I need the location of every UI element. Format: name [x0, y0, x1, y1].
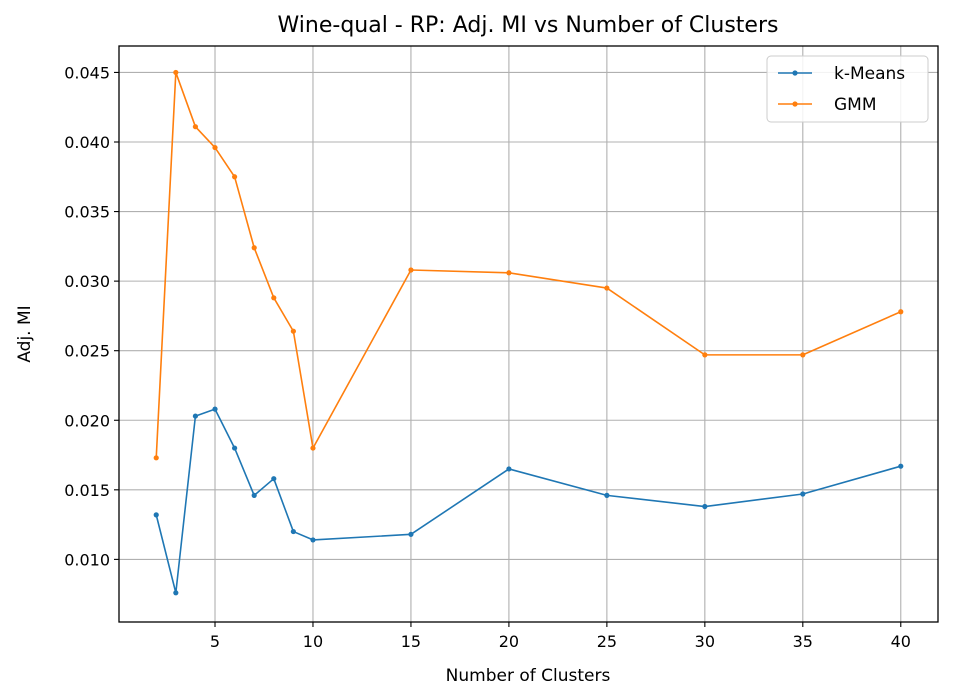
data-point-kmeans — [800, 491, 806, 497]
data-point-kmeans — [898, 463, 904, 469]
y-tick-label: 0.010 — [64, 550, 110, 569]
plot-area-frame — [118, 45, 939, 623]
y-tick-label: 0.035 — [64, 203, 110, 222]
series-gmm — [153, 69, 904, 461]
data-point-gmm — [604, 285, 610, 291]
chart-title: Wine-qual - RP: Adj. MI vs Number of Clu… — [278, 13, 779, 38]
data-point-gmm — [310, 445, 316, 451]
grid — [119, 46, 938, 622]
x-tick-label: 15 — [401, 632, 421, 651]
data-point-kmeans — [702, 503, 708, 510]
data-point-gmm — [800, 352, 806, 358]
x-tick-label: 5 — [210, 632, 220, 651]
y-tick-label: 0.025 — [64, 342, 110, 361]
y-tick-label: 0.030 — [64, 272, 110, 291]
data-point-gmm — [173, 69, 179, 76]
x-tick-label: 30 — [695, 632, 715, 651]
data-point-kmeans — [506, 466, 512, 472]
data-point-kmeans — [604, 492, 610, 498]
data-point-gmm — [251, 245, 257, 251]
legend-marker-gmm — [792, 101, 798, 107]
plot-series — [153, 69, 904, 596]
data-point-kmeans — [271, 476, 277, 482]
legend-label-kmeans: k-Means — [834, 64, 905, 84]
legend-label-gmm: GMM — [834, 95, 877, 115]
y-tick-label: 0.045 — [64, 63, 110, 82]
axis-ticks: 5 10 15 20 25 30 35 40 0.010 0.015 0.020 0.025 0.030… — [64, 63, 911, 651]
data-point-kmeans — [290, 528, 296, 535]
x-tick-label: 10 — [303, 632, 323, 651]
x-tick-label: 20 — [499, 632, 519, 651]
data-point-kmeans — [173, 590, 179, 596]
data-point-kmeans — [251, 492, 257, 498]
data-point-gmm — [506, 270, 512, 276]
data-point-gmm — [702, 352, 708, 358]
data-point-gmm — [232, 174, 238, 180]
data-point-gmm — [898, 309, 904, 315]
data-point-gmm — [212, 144, 218, 151]
data-point-kmeans — [212, 406, 218, 412]
data-point-kmeans — [232, 445, 238, 451]
x-tick-label: 25 — [597, 632, 617, 651]
data-point-gmm — [290, 328, 296, 334]
data-point-kmeans — [408, 531, 414, 537]
x-tick-label: 40 — [891, 632, 911, 651]
y-axis-title: Adj. MI — [15, 305, 35, 362]
x-tick-label: 35 — [793, 632, 813, 651]
y-tick-label: 0.020 — [64, 411, 110, 430]
series-kmeans — [153, 406, 904, 596]
data-point-gmm — [408, 267, 414, 273]
legend-marker-kmeans — [792, 70, 798, 76]
x-axis-title: Number of Clusters — [446, 666, 611, 686]
data-point-gmm — [153, 455, 159, 461]
y-tick-label: 0.040 — [64, 133, 110, 152]
data-point-kmeans — [192, 413, 199, 419]
data-point-kmeans — [153, 512, 159, 518]
data-point-gmm — [192, 124, 199, 130]
data-point-gmm — [271, 295, 277, 301]
data-point-kmeans — [310, 537, 316, 543]
legend: k-Means GMM — [766, 55, 929, 123]
y-tick-label: 0.015 — [64, 481, 110, 500]
